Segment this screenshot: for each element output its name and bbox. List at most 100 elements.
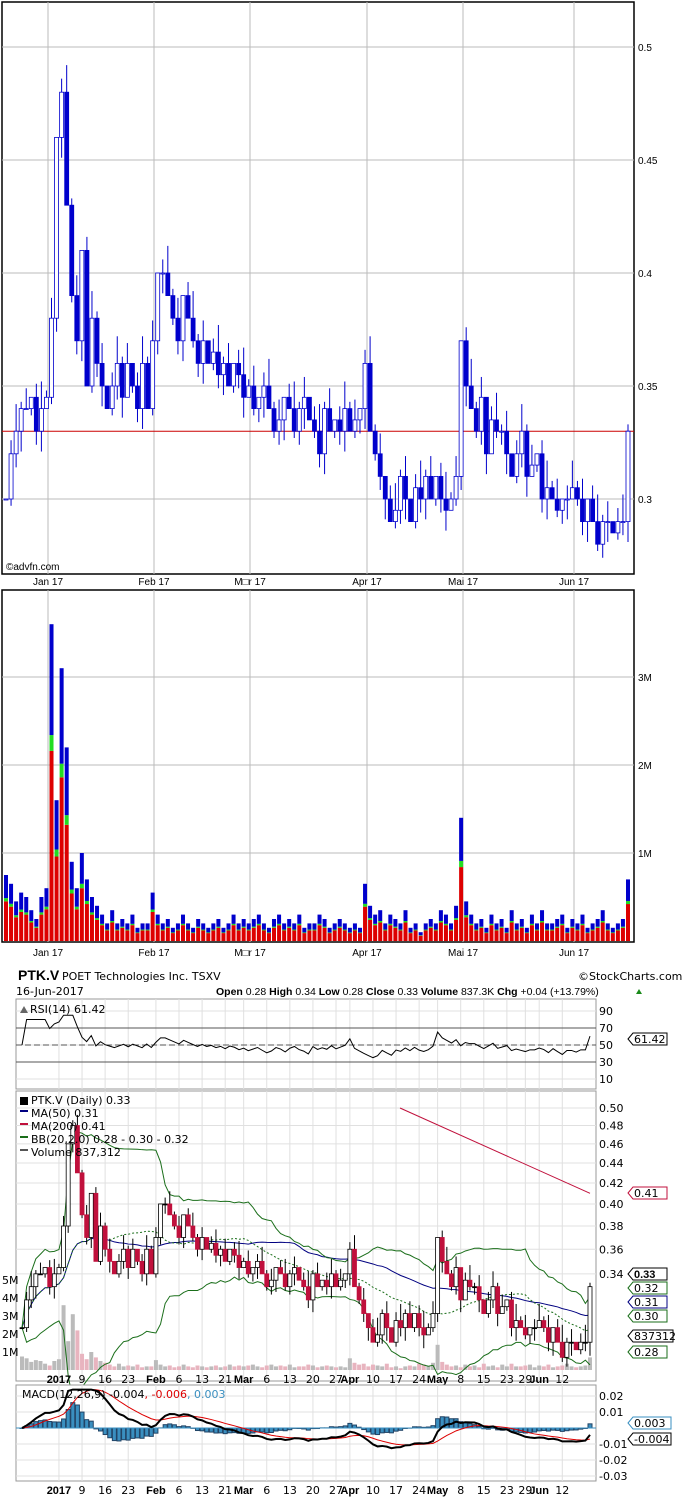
volume-bar-segment (620, 927, 625, 941)
volume-bar-segment (317, 914, 322, 924)
volume-bar-segment (524, 927, 529, 933)
volume-bar-segment (307, 929, 312, 931)
advfn-price-panel: 0.5 0.45 0.4 0.35 0.3 ©advfn.com (1, 1, 658, 575)
volume-bar-segment (196, 926, 201, 928)
volume-bar-segment (201, 923, 206, 930)
volume-bar-segment (130, 925, 135, 941)
candle-body (215, 351, 221, 376)
volume-bar (389, 1367, 394, 1370)
macd-histogram-bar (347, 1422, 353, 1429)
candle-body (69, 204, 75, 296)
volume-bar-segment (428, 927, 433, 941)
x-tick-label: 10 (366, 1484, 380, 1497)
candle-body (430, 1313, 436, 1329)
candle-body (38, 408, 44, 432)
macd-histogram-bar (102, 1427, 108, 1436)
x-tick-label: 8 (457, 1484, 464, 1497)
x-tick-label: 13 (283, 1484, 297, 1497)
volume-bar-segment (449, 929, 454, 931)
volume-bar (541, 1366, 546, 1370)
volume-bar-segment (534, 929, 539, 931)
y-tick-label: -0.03 (599, 1470, 627, 1483)
volume-bar-segment (590, 929, 595, 931)
volume-bar-segment (201, 929, 206, 931)
candle-body (241, 374, 247, 398)
volume-bar-segment (509, 922, 514, 941)
candle-body (307, 396, 312, 421)
volume-bar (140, 1367, 145, 1370)
candle-body (261, 385, 267, 398)
y-tick-label: 0.44 (599, 1157, 624, 1170)
candle-body (301, 1279, 307, 1288)
volume-bar-segment (256, 914, 261, 924)
candle-body (227, 1248, 233, 1262)
candle-body (165, 272, 171, 297)
volume-bar (338, 1366, 343, 1370)
candle-body (564, 1341, 570, 1358)
volume-bar-segment (211, 923, 216, 930)
volume-bar (320, 1366, 325, 1370)
value-tag (627, 1329, 674, 1343)
high-value: 0.34 (295, 986, 316, 998)
volume-bar-segment (180, 925, 185, 941)
volume-bar-segment (307, 930, 312, 941)
volume-bar-segment (297, 923, 302, 926)
volume-bar (107, 1364, 112, 1370)
y-tick-label: 0.50 (599, 1102, 624, 1115)
candle-body (153, 1237, 159, 1275)
candle-body (287, 1273, 293, 1288)
volume-bar-segment (454, 905, 459, 919)
candle-body (251, 385, 257, 410)
volume-bar (324, 1365, 329, 1370)
volume-bar-segment (287, 926, 292, 928)
candle-body (413, 487, 419, 523)
macd-histogram-bar (47, 1421, 53, 1429)
y-tick-label: 0.35 (638, 382, 658, 393)
value-tag-text: 0.31 (634, 1296, 659, 1309)
macd-histogram-bar (148, 1427, 154, 1437)
volume-bar-segment (363, 906, 368, 941)
candle-body (312, 419, 317, 432)
macd-histogram-bar (264, 1427, 270, 1434)
volume-bar-segment (69, 889, 74, 894)
x-tick-label: 16 (98, 1373, 112, 1386)
volume-bar (204, 1367, 209, 1370)
volume-bar-segment (327, 927, 332, 933)
macd-histogram-bar (79, 1411, 85, 1429)
candle-body (328, 1273, 334, 1288)
volume-bar-segment (524, 932, 529, 934)
candle-body (195, 1237, 200, 1250)
volume-bar-segment (464, 915, 469, 918)
volume-bar-segment (615, 923, 620, 930)
volume-bar-segment (155, 925, 160, 941)
volume-bar-segment (368, 918, 373, 920)
volume-bar-segment (211, 929, 216, 931)
sc-candles (19, 1114, 593, 1367)
volume-bar-segment (100, 925, 105, 941)
candle-body (539, 453, 545, 500)
volume-bar (500, 1364, 505, 1370)
volume-bar-segment (605, 929, 610, 931)
candle-body (416, 1313, 422, 1329)
candle-body (70, 1125, 76, 1145)
candle-body (569, 487, 575, 500)
volume-bar-segment (59, 763, 64, 778)
candle-body (356, 1286, 362, 1301)
macd-histogram-bar (587, 1423, 593, 1429)
candle-body (65, 1143, 71, 1227)
volume-bar (361, 1363, 366, 1370)
candle-body (504, 1299, 510, 1308)
volume-bar-segment (196, 927, 201, 941)
company-name: POET Technologies Inc. TSXV (62, 970, 221, 983)
volume-bar-segment (292, 929, 297, 931)
volume-bar-segment (302, 932, 307, 934)
candle-body (398, 475, 403, 511)
candle-body (199, 1237, 205, 1250)
legend-swatch (20, 1123, 28, 1125)
sc-price-y-ticks: 0.50 0.48 0.46 0.44 0.42 0.40 0.38 0.36 0.34 5M 4M… (2, 1102, 624, 1359)
candle-body (231, 362, 236, 387)
candle-body (135, 385, 140, 410)
volume-bar-segment (84, 900, 89, 905)
volume-bar-segment (79, 888, 84, 941)
volume-bar-segment (383, 929, 388, 931)
